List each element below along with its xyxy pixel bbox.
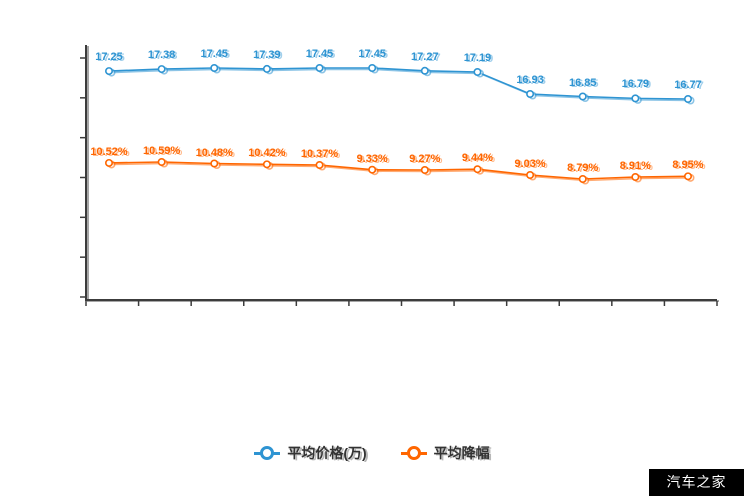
data-point-marker[interactable] [420,166,429,175]
data-point-label: 17.45 [200,48,229,60]
data-point-marker[interactable] [157,65,166,74]
data-point-label: 9.27% [409,153,441,165]
data-point-marker[interactable] [105,67,114,76]
data-point-label: 10.48% [195,146,233,159]
data-point-marker[interactable] [315,161,324,170]
data-point-marker[interactable] [473,68,482,77]
data-point-label: 8.91% [619,160,651,172]
legend-label: 平均价格(万) [287,445,367,461]
data-point-label: 9.03% [514,158,546,170]
data-point-marker[interactable] [210,64,219,73]
data-point-marker[interactable] [105,158,114,167]
data-point-marker[interactable] [368,64,377,73]
data-point-label: 10.59% [142,145,181,157]
data-point-label: 16.79 [621,78,650,91]
data-point-label: 17.45 [305,48,334,60]
data-point-label: 17.27 [411,50,439,63]
line-marker-icon [400,446,427,460]
data-point-label: 8.79% [567,162,599,174]
data-point-marker[interactable] [262,160,271,169]
series-line-ghost [111,162,691,182]
legend-item-avg-price[interactable]: 平均价格(万) [254,443,367,463]
data-point-label: 10.52% [90,145,128,158]
data-point-marker[interactable] [262,64,271,73]
legend-label: 平均降幅 [433,445,490,461]
data-point-marker[interactable] [420,66,429,75]
data-point-label: 16.93 [516,74,544,86]
data-point-label: 10.37% [300,148,339,160]
data-point-label: 10.42% [248,147,286,160]
data-point-marker[interactable] [315,64,324,73]
data-point-label: 17.19 [463,52,492,64]
data-point-label: 9.33% [356,152,388,165]
chart-legend: 平均价格(万) 平均降幅 [0,443,744,463]
legend-item-avg-discount[interactable]: 平均降幅 [400,443,490,463]
data-point-marker[interactable] [578,92,587,101]
data-point-marker[interactable] [631,173,640,182]
series-line-ghost [111,68,691,102]
data-point-marker[interactable] [578,175,587,184]
data-point-label: 9.44% [461,152,494,165]
data-point-label: 16.85 [568,76,597,89]
autohome-watermark: 汽车之家 [649,469,744,496]
data-point-label: 17.39 [253,48,281,61]
data-point-marker[interactable] [526,90,535,99]
data-point-label: 16.77 [674,79,702,91]
data-point-marker[interactable] [683,95,692,104]
series-line-0 [108,67,689,100]
series-line-1 [108,161,689,180]
line-marker-icon [254,446,281,460]
data-point-marker[interactable] [683,172,692,181]
data-point-label: 17.25 [95,51,123,64]
data-point-marker[interactable] [473,165,482,174]
data-point-label: 17.45 [358,48,386,60]
data-point-marker[interactable] [368,165,377,174]
data-point-label: 8.95% [672,159,704,172]
data-point-marker[interactable] [157,158,166,167]
data-point-label: 17.38 [147,49,176,62]
data-point-marker[interactable] [631,94,640,103]
data-point-marker[interactable] [526,171,535,180]
data-point-marker[interactable] [210,159,219,168]
